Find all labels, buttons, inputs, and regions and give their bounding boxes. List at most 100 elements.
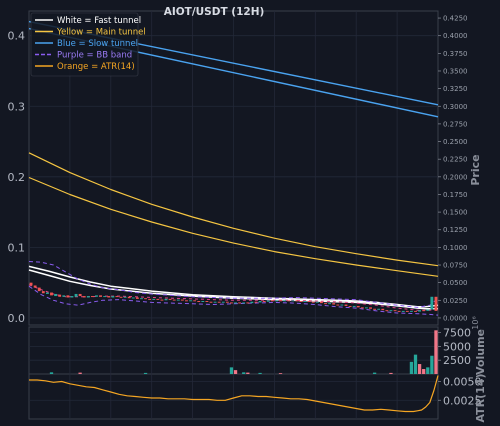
price-right-tick-label: 0.0750 bbox=[443, 262, 468, 270]
price-candle bbox=[369, 307, 372, 309]
price-candle bbox=[185, 300, 188, 302]
price-candle bbox=[340, 304, 344, 306]
series-line-bb-lower bbox=[28, 285, 439, 316]
price-candle bbox=[352, 305, 356, 307]
price-candle bbox=[385, 310, 389, 312]
price-candle bbox=[74, 293, 78, 297]
price-candle bbox=[270, 300, 274, 302]
price-right-tick-label: 0.0000 bbox=[443, 314, 468, 322]
volume-bar bbox=[372, 372, 377, 374]
price-candle bbox=[377, 308, 381, 310]
series-line-yellow-upper bbox=[28, 152, 439, 267]
price-candle bbox=[33, 285, 37, 288]
volume-exponent-label: 10⁶ bbox=[471, 316, 480, 329]
volume-bar bbox=[417, 364, 422, 374]
chart-title: AIOT/USDT (12H) bbox=[164, 6, 265, 18]
price-right-tick-label: 0.2000 bbox=[443, 173, 468, 181]
price-candle bbox=[164, 298, 168, 301]
price-right-tick-label: 0.3750 bbox=[443, 50, 468, 58]
price-candle bbox=[332, 303, 336, 305]
price-left-tick-label: 0.4 bbox=[8, 30, 26, 43]
volume-tick-label: 7500 bbox=[443, 327, 471, 340]
price-candle bbox=[426, 309, 430, 311]
price-candle bbox=[299, 301, 303, 303]
price-candle bbox=[242, 302, 246, 304]
atr-axis-label: ATR(14) bbox=[474, 374, 487, 423]
price-right-tick-label: 0.4000 bbox=[443, 32, 468, 40]
price-right-tick-label: 0.2500 bbox=[443, 138, 468, 146]
price-candle bbox=[213, 301, 217, 303]
price-candle bbox=[373, 308, 377, 310]
price-candle bbox=[234, 302, 237, 304]
volume-bar bbox=[233, 370, 238, 374]
price-candle bbox=[95, 295, 98, 297]
price-candles-group bbox=[29, 282, 438, 312]
price-candle bbox=[58, 294, 62, 297]
price-candle bbox=[103, 296, 107, 298]
price-right-tick-label: 0.1750 bbox=[443, 191, 468, 199]
price-candle bbox=[197, 301, 201, 303]
price-candle bbox=[422, 310, 426, 312]
price-right-tick-label: 0.0250 bbox=[443, 297, 468, 305]
price-candle bbox=[348, 305, 352, 307]
price-left-tick-label: 0.3 bbox=[8, 100, 26, 113]
price-candle bbox=[148, 298, 152, 300]
price-right-tick-label: 0.3500 bbox=[443, 67, 468, 75]
legend-entry-label: White = Fast tunnel bbox=[57, 16, 141, 26]
price-candle bbox=[405, 310, 409, 312]
price-candle bbox=[140, 298, 143, 300]
price-right-tick-label: 0.2750 bbox=[443, 120, 468, 128]
atr-tick-label: 0.0050 bbox=[443, 376, 482, 389]
price-candle bbox=[291, 300, 295, 302]
price-candle bbox=[205, 301, 209, 303]
price-candle bbox=[307, 301, 311, 303]
legend-entry-label: Blue = Slow tunnel bbox=[57, 39, 138, 49]
price-candle bbox=[246, 302, 250, 304]
volume-bar bbox=[49, 372, 54, 374]
volume-bar bbox=[422, 369, 426, 374]
volume-bar bbox=[258, 372, 262, 374]
price-candle bbox=[156, 298, 160, 300]
price-candle bbox=[209, 301, 213, 303]
price-candle bbox=[119, 296, 123, 298]
price-candle bbox=[123, 296, 127, 298]
price-candle bbox=[54, 293, 58, 297]
price-candle bbox=[401, 310, 405, 312]
price-right-tick-label: 0.1250 bbox=[443, 226, 468, 234]
price-candle bbox=[45, 292, 49, 294]
price-candle bbox=[78, 293, 82, 297]
series-line-yellow-lower bbox=[28, 176, 439, 277]
price-candle bbox=[320, 301, 323, 304]
price-candle bbox=[344, 304, 348, 306]
price-candle bbox=[336, 304, 340, 306]
price-candle bbox=[90, 296, 94, 298]
series-line-bb-upper bbox=[28, 261, 439, 308]
volume-bar bbox=[246, 372, 250, 374]
price-candle bbox=[41, 291, 45, 294]
price-candle bbox=[37, 287, 41, 292]
price-candle bbox=[360, 307, 364, 309]
price-candle bbox=[279, 300, 282, 302]
price-candle bbox=[238, 302, 242, 304]
volume-tick-label: 5000 bbox=[443, 340, 471, 353]
series-line-white-upper bbox=[28, 265, 439, 308]
price-candle bbox=[111, 296, 115, 298]
price-candle bbox=[62, 295, 66, 297]
atr-line-group bbox=[29, 374, 439, 419]
volume-bar bbox=[409, 361, 414, 374]
price-candle bbox=[311, 301, 315, 303]
price-candle bbox=[70, 296, 74, 298]
price-candle bbox=[217, 301, 221, 303]
price-candle bbox=[324, 303, 327, 305]
price-candle bbox=[414, 310, 417, 312]
price-right-tick-label: 0.1500 bbox=[443, 209, 468, 217]
price-candle bbox=[168, 298, 172, 300]
price-candle bbox=[66, 295, 70, 298]
price-candle bbox=[250, 301, 254, 304]
price-candle bbox=[230, 302, 233, 304]
series-line-magenta-mid bbox=[28, 284, 439, 311]
price-axis-label: Price bbox=[469, 154, 482, 185]
volume-tick-label: 2500 bbox=[443, 354, 471, 367]
price-right-tick-label: 0.1000 bbox=[443, 244, 468, 252]
price-candle bbox=[328, 303, 332, 305]
